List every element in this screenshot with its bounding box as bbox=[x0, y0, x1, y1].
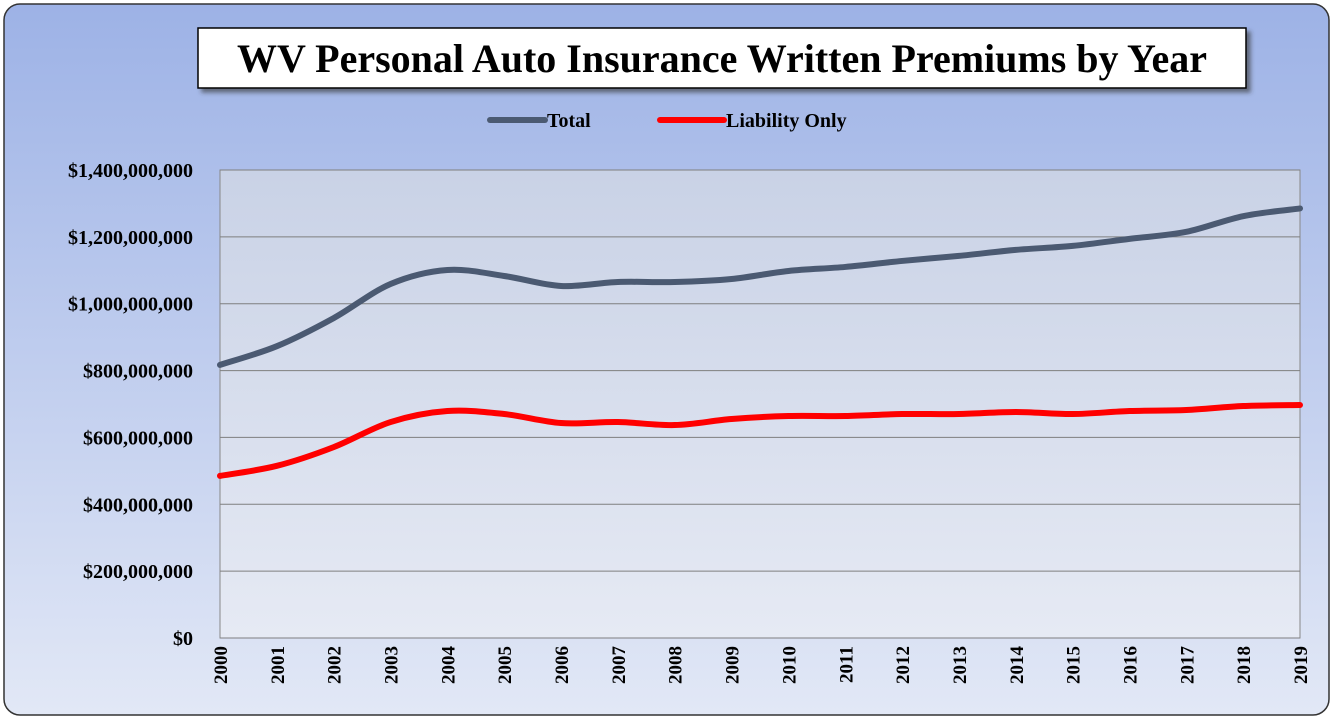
x-tick-label: 2005 bbox=[495, 646, 516, 684]
plot-area bbox=[219, 169, 1301, 639]
x-tick-label: 2019 bbox=[1291, 646, 1312, 684]
y-tick-label: $600,000,000 bbox=[83, 427, 193, 449]
x-tick-label: 2013 bbox=[950, 646, 971, 684]
series-line bbox=[217, 205, 1303, 368]
x-tick-label: 2006 bbox=[552, 646, 573, 684]
y-tick-label: $1,000,000,000 bbox=[68, 294, 193, 316]
x-tick-label: 2011 bbox=[836, 646, 857, 683]
y-tick-label: $800,000,000 bbox=[83, 361, 193, 383]
x-tick-label: 2004 bbox=[438, 646, 459, 685]
x-tick-label: 2018 bbox=[1234, 646, 1255, 684]
legend-label: Total bbox=[547, 110, 591, 132]
x-tick-label: 2001 bbox=[268, 646, 289, 684]
legend-label: Liability Only bbox=[726, 110, 847, 132]
x-tick-label: 2010 bbox=[779, 646, 800, 684]
x-tick-label: 2015 bbox=[1064, 646, 1085, 684]
x-tick-label: 2012 bbox=[893, 646, 914, 684]
x-tick-label: 2009 bbox=[723, 646, 744, 684]
chart-title: WV Personal Auto Insurance Written Premi… bbox=[237, 36, 1207, 81]
y-tick-label: $1,200,000,000 bbox=[68, 227, 193, 249]
x-tick-label: 2014 bbox=[1007, 646, 1028, 685]
y-tick-label: $1,400,000,000 bbox=[68, 160, 193, 182]
x-tick-label: 2007 bbox=[609, 646, 630, 685]
x-tick-label: 2003 bbox=[382, 646, 403, 684]
x-tick-label: 2002 bbox=[325, 646, 346, 684]
x-tick-label: 2008 bbox=[666, 646, 687, 684]
y-tick-label: $200,000,000 bbox=[83, 561, 193, 583]
y-tick-label: $400,000,000 bbox=[83, 494, 193, 516]
series-line bbox=[217, 402, 1303, 479]
x-tick-label: 2000 bbox=[211, 646, 232, 684]
legend: Total Liability Only bbox=[487, 110, 847, 132]
y-tick-label: $0 bbox=[173, 628, 193, 650]
x-tick-label: 2016 bbox=[1120, 646, 1141, 684]
x-tick-label: 2017 bbox=[1177, 646, 1198, 685]
title-box bbox=[197, 27, 1247, 89]
